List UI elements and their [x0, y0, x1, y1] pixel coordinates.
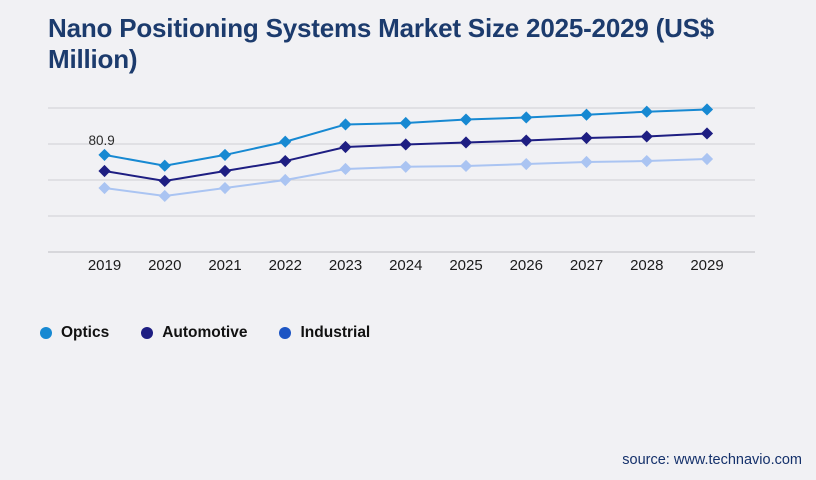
series-line-industrial	[104, 158, 708, 197]
point-optics-2023	[339, 118, 352, 131]
point-industrial-2028	[640, 154, 653, 168]
point-automotive-2029	[700, 127, 714, 140]
legend-marker-industrial	[279, 327, 292, 339]
point-optics-2026	[520, 111, 533, 124]
point-automotive-2028	[640, 130, 653, 143]
legend-label-optics: Optics	[61, 324, 110, 341]
legend-marker-optics	[40, 327, 52, 339]
legend-label-automotive: Automotive	[162, 324, 248, 341]
point-automotive-2019	[98, 164, 111, 178]
x-axis-label-2026: 2026	[509, 257, 543, 274]
point-automotive-2023	[339, 140, 352, 154]
point-optics-2029	[700, 103, 714, 116]
x-axis-label-2020: 2020	[148, 257, 182, 274]
x-axis-label-2024: 2024	[389, 257, 423, 274]
point-industrial-2024	[399, 160, 412, 173]
point-optics-2025	[459, 113, 473, 126]
point-industrial-2025	[459, 159, 473, 173]
x-axis-label-2021: 2021	[208, 257, 242, 274]
point-optics-2020	[158, 159, 171, 172]
legend-marker-automotive	[141, 327, 154, 339]
point-industrial-2023	[339, 162, 352, 176]
x-axis-label-2022: 2022	[268, 257, 302, 274]
series-line-automotive	[104, 132, 708, 182]
point-industrial-2020	[158, 189, 171, 203]
point-automotive-2020	[158, 174, 171, 188]
first-point-data-label: 80.9	[88, 132, 115, 148]
x-axis-label-2027: 2027	[569, 257, 604, 274]
point-optics-2028	[640, 105, 653, 118]
point-industrial-2026	[520, 157, 533, 171]
point-automotive-2021	[218, 164, 232, 178]
x-axis-label-2025: 2025	[449, 257, 483, 274]
chart-legend: Optics Automotive Industrial	[40, 324, 370, 342]
x-axis-label-2029: 2029	[690, 257, 724, 274]
point-industrial-2029	[700, 152, 714, 166]
point-optics-2019	[98, 148, 111, 162]
point-industrial-2019	[98, 181, 111, 195]
point-industrial-2022	[279, 173, 292, 187]
legend-item-industrial: Industrial	[279, 324, 370, 342]
point-optics-2022	[279, 135, 292, 148]
point-optics-2027	[580, 108, 593, 121]
legend-item-optics: Optics	[40, 324, 109, 342]
point-optics-2021	[218, 148, 232, 162]
point-optics-2024	[399, 116, 412, 130]
series-line-optics	[104, 108, 708, 167]
point-automotive-2025	[459, 136, 473, 149]
chart-title: Nano Positioning Systems Market Size 202…	[48, 13, 715, 75]
x-axis-label-2028: 2028	[630, 257, 664, 274]
x-axis-label-2023: 2023	[328, 257, 363, 274]
legend-item-automotive: Automotive	[141, 324, 247, 342]
point-automotive-2024	[399, 138, 412, 151]
point-industrial-2027	[580, 155, 593, 169]
x-axis-label-2019: 2019	[87, 257, 122, 274]
point-industrial-2021	[218, 181, 232, 195]
point-automotive-2026	[520, 134, 533, 147]
point-automotive-2027	[580, 131, 593, 145]
legend-label-industrial: Industrial	[300, 324, 371, 341]
point-automotive-2022	[279, 154, 292, 168]
source-attribution: source: www.technavio.com	[622, 452, 802, 468]
